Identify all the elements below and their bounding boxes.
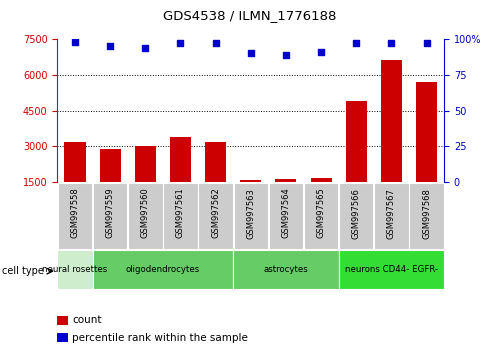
FancyBboxPatch shape <box>93 183 127 249</box>
Bar <box>135 147 156 218</box>
Bar <box>100 149 121 218</box>
Bar <box>64 142 85 218</box>
FancyBboxPatch shape <box>234 183 268 249</box>
Point <box>177 40 185 46</box>
Text: GSM997566: GSM997566 <box>352 188 361 239</box>
FancyBboxPatch shape <box>163 183 198 249</box>
Point <box>423 40 431 46</box>
FancyBboxPatch shape <box>339 183 373 249</box>
Text: GSM997558: GSM997558 <box>70 188 79 239</box>
Point <box>71 39 79 45</box>
Text: neural rosettes: neural rosettes <box>42 265 108 274</box>
FancyBboxPatch shape <box>199 183 233 249</box>
Bar <box>416 82 437 218</box>
FancyBboxPatch shape <box>57 250 92 289</box>
Text: GSM997563: GSM997563 <box>246 188 255 239</box>
Point <box>352 40 360 46</box>
Text: GSM997560: GSM997560 <box>141 188 150 239</box>
Point <box>282 52 290 58</box>
Bar <box>346 101 367 218</box>
Point <box>141 45 149 50</box>
FancyBboxPatch shape <box>233 250 339 289</box>
FancyBboxPatch shape <box>339 250 444 289</box>
Bar <box>57 316 68 325</box>
Bar <box>240 180 261 218</box>
Text: oligodendrocytes: oligodendrocytes <box>126 265 200 274</box>
Text: GSM997562: GSM997562 <box>211 188 220 239</box>
Point <box>387 40 395 46</box>
Bar <box>57 333 68 342</box>
Text: GSM997564: GSM997564 <box>281 188 290 239</box>
FancyBboxPatch shape <box>304 183 338 249</box>
Text: cell type: cell type <box>2 266 44 276</box>
Text: percentile rank within the sample: percentile rank within the sample <box>72 333 248 343</box>
Text: GSM997568: GSM997568 <box>422 188 431 239</box>
Bar <box>310 178 332 218</box>
Point <box>212 40 220 46</box>
Bar <box>381 61 402 218</box>
Point <box>106 43 114 49</box>
Text: GSM997559: GSM997559 <box>106 188 115 238</box>
Text: GSM997567: GSM997567 <box>387 188 396 239</box>
FancyBboxPatch shape <box>128 183 163 249</box>
FancyBboxPatch shape <box>58 183 92 249</box>
Text: astrocytes: astrocytes <box>263 265 308 274</box>
Point <box>317 49 325 55</box>
Bar <box>275 179 296 218</box>
FancyBboxPatch shape <box>92 250 233 289</box>
FancyBboxPatch shape <box>409 183 444 249</box>
Bar <box>205 142 226 218</box>
Text: GSM997561: GSM997561 <box>176 188 185 239</box>
Text: GSM997565: GSM997565 <box>316 188 325 239</box>
Text: GDS4538 / ILMN_1776188: GDS4538 / ILMN_1776188 <box>163 9 336 22</box>
Bar <box>170 137 191 218</box>
Text: count: count <box>72 315 102 325</box>
Point <box>247 51 255 56</box>
FancyBboxPatch shape <box>374 183 409 249</box>
FancyBboxPatch shape <box>268 183 303 249</box>
Text: neurons CD44- EGFR-: neurons CD44- EGFR- <box>345 265 438 274</box>
